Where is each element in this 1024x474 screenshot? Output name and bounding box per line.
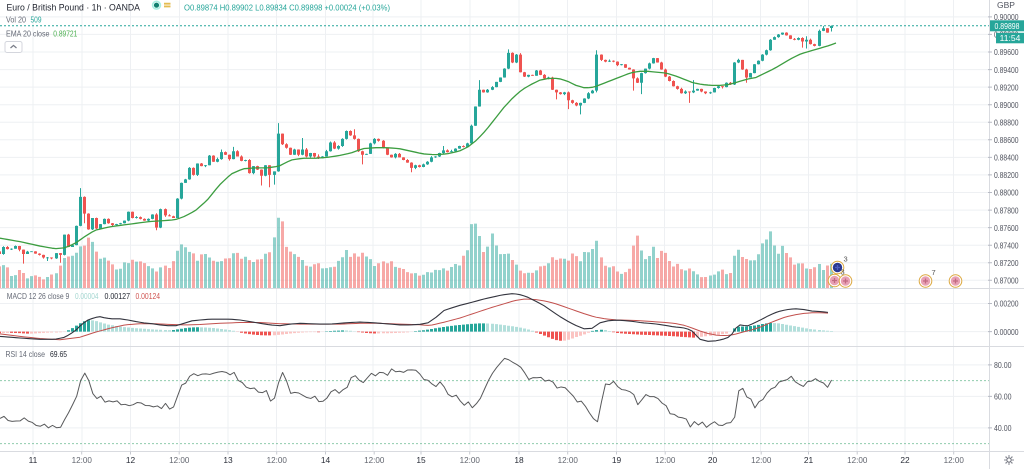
svg-text:RSI 14 close: RSI 14 close xyxy=(6,349,46,359)
svg-text:15: 15 xyxy=(416,455,426,465)
svg-text:EMA 20 close: EMA 20 close xyxy=(6,28,50,38)
svg-text:12:00: 12:00 xyxy=(944,456,965,465)
svg-text:0.90000: 0.90000 xyxy=(994,12,1019,22)
svg-text:0.00000: 0.00000 xyxy=(994,327,1019,337)
svg-text:0.89721: 0.89721 xyxy=(53,28,77,38)
svg-text:0.87000: 0.87000 xyxy=(994,276,1019,286)
svg-text:20: 20 xyxy=(708,455,718,465)
svg-text:0.00004: 0.00004 xyxy=(75,291,99,301)
svg-text:0.87200: 0.87200 xyxy=(994,258,1019,268)
svg-text:12:00: 12:00 xyxy=(847,456,868,465)
svg-text:0.89400: 0.89400 xyxy=(994,65,1019,75)
svg-text:18: 18 xyxy=(514,455,524,465)
svg-text:12:00: 12:00 xyxy=(751,456,772,465)
svg-text:12:00: 12:00 xyxy=(169,456,190,465)
svg-text:19: 19 xyxy=(612,455,622,465)
svg-text:12:00: 12:00 xyxy=(364,456,385,465)
svg-text:14: 14 xyxy=(321,455,331,465)
svg-text:509: 509 xyxy=(31,14,42,24)
svg-text:7: 7 xyxy=(932,268,936,277)
svg-text:0.87800: 0.87800 xyxy=(994,205,1019,215)
svg-text:0.88200: 0.88200 xyxy=(994,170,1019,180)
svg-text:0.89600: 0.89600 xyxy=(994,47,1019,57)
svg-text:0.88000: 0.88000 xyxy=(994,188,1019,198)
svg-text:11:54: 11:54 xyxy=(1000,33,1021,43)
svg-text:3: 3 xyxy=(841,268,845,277)
svg-text:12:00: 12:00 xyxy=(267,456,288,465)
svg-text:O0.89874 H0.89902 L0.89834 C0.: O0.89874 H0.89902 L0.89834 C0.89898 +0.0… xyxy=(184,3,390,13)
svg-text:12: 12 xyxy=(126,455,136,465)
svg-text:40.00: 40.00 xyxy=(994,423,1012,433)
svg-text:12:00: 12:00 xyxy=(460,456,481,465)
svg-text:MACD 12 26 close 9: MACD 12 26 close 9 xyxy=(7,291,70,301)
svg-text:Vol 20: Vol 20 xyxy=(6,14,26,24)
svg-text:80.00: 80.00 xyxy=(994,360,1012,370)
svg-text:0.00124: 0.00124 xyxy=(136,291,161,301)
svg-text:0.87600: 0.87600 xyxy=(994,223,1019,233)
svg-text:60.00: 60.00 xyxy=(994,392,1012,402)
svg-text:0.88800: 0.88800 xyxy=(994,117,1019,127)
svg-text:Euro / British Pound · 1h · OA: Euro / British Pound · 1h · OANDA xyxy=(7,3,141,14)
svg-text:0.88400: 0.88400 xyxy=(994,153,1019,163)
svg-text:3: 3 xyxy=(844,255,848,264)
svg-text:0.89000: 0.89000 xyxy=(994,100,1019,110)
svg-text:12:00: 12:00 xyxy=(558,456,579,465)
svg-text:12:00: 12:00 xyxy=(72,456,93,465)
svg-text:0.87400: 0.87400 xyxy=(994,240,1019,250)
svg-text:69.65: 69.65 xyxy=(50,349,67,359)
svg-text:11: 11 xyxy=(29,455,38,465)
svg-text:0.00200: 0.00200 xyxy=(994,299,1019,309)
svg-text:0.89898: 0.89898 xyxy=(995,21,1020,31)
svg-text:13: 13 xyxy=(223,455,233,465)
svg-text:21: 21 xyxy=(804,455,814,465)
svg-text:GBP: GBP xyxy=(997,0,1015,10)
svg-text:12:00: 12:00 xyxy=(655,456,676,465)
svg-text:0.89200: 0.89200 xyxy=(994,82,1019,92)
svg-text:0.88600: 0.88600 xyxy=(994,135,1019,145)
svg-text:22: 22 xyxy=(900,455,910,465)
svg-text:0.00127: 0.00127 xyxy=(105,291,131,301)
